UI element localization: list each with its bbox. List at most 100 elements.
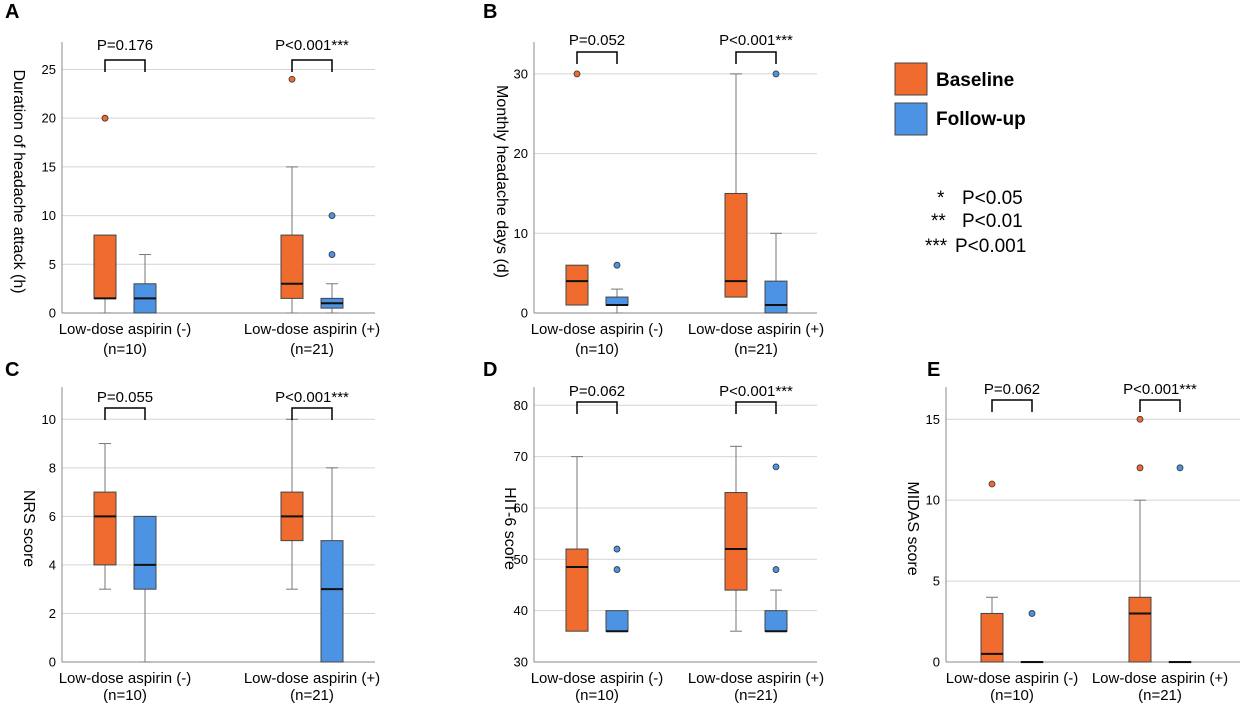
category-n-label: (n=10): [575, 341, 619, 358]
outlier-point: [328, 212, 336, 219]
outlier-point: [772, 463, 780, 471]
significance-bracket: [1139, 399, 1181, 412]
panel-letter-c: C: [5, 359, 19, 381]
panel-letter-b: B: [483, 1, 497, 23]
category-label: Low-dose aspirin (-): [531, 321, 664, 338]
category-label: Low-dose aspirin (+): [688, 321, 824, 338]
y-tick-label: 10: [42, 208, 56, 223]
sig-text-2: P<0.01: [962, 211, 1023, 232]
box-followup: [764, 463, 788, 633]
box-followup: [133, 254, 157, 314]
p-value-label: P<0.001***: [275, 389, 349, 406]
box-baseline: [93, 443, 117, 590]
panel-letter-d: D: [483, 359, 497, 381]
category-label: Low-dose aspirin (+): [688, 670, 824, 687]
sig-text-3: P<0.001: [955, 236, 1026, 257]
p-value-label: P<0.001***: [719, 32, 793, 49]
outlier-point: [772, 566, 780, 573]
box-baseline: [565, 70, 589, 306]
p-value-label: P=0.055: [97, 389, 153, 406]
y-tick-label: 0: [933, 655, 940, 670]
category-n-label: (n=21): [290, 687, 334, 704]
outlier-point: [1028, 610, 1036, 617]
y-tick-label: 20: [42, 111, 56, 126]
p-value-label: P=0.176: [97, 37, 153, 54]
box-followup: [320, 467, 344, 663]
significance-bracket: [576, 51, 618, 64]
significance-bracket: [991, 399, 1033, 412]
category-label: Low-dose aspirin (+): [1092, 670, 1228, 687]
outlier-point: [573, 70, 581, 78]
y-tick-label: 5: [49, 257, 56, 272]
box-iqr: [565, 548, 589, 632]
category-n-label: (n=21): [734, 687, 778, 704]
y-tick-label: 50: [514, 552, 528, 567]
y-tick-label: 15: [42, 159, 56, 174]
category-label: Low-dose aspirin (-): [59, 670, 192, 687]
y-tick-label: 15: [926, 412, 940, 427]
box-followup: [605, 261, 629, 314]
box-iqr: [724, 192, 748, 298]
box-baseline: [1128, 415, 1152, 663]
category-label: Low-dose aspirin (-): [531, 670, 664, 687]
y-tick-label: 80: [514, 398, 528, 413]
category-n-label: (n=10): [990, 687, 1034, 704]
y-tick-label: 60: [514, 500, 528, 515]
box-followup: [764, 70, 788, 314]
box-iqr: [605, 296, 629, 306]
box-iqr: [724, 492, 748, 591]
category-label: Low-dose aspirin (+): [244, 321, 380, 338]
p-value-label: P<0.001***: [719, 383, 793, 400]
y-tick-label: 70: [514, 449, 528, 464]
outlier-point: [1136, 415, 1144, 423]
significance-bracket: [291, 407, 333, 420]
box-iqr: [605, 610, 629, 632]
p-value-label: P<0.001***: [275, 37, 349, 54]
sig-stars-3: ***: [925, 236, 948, 257]
y-axis-label: NRS score: [20, 490, 37, 567]
outlier-point: [288, 75, 296, 83]
category-label: Low-dose aspirin (-): [59, 321, 192, 338]
y-axis-label: Duration of headache attack (h): [10, 69, 27, 293]
sig-stars-1: *: [937, 188, 945, 209]
box-baseline: [280, 418, 304, 590]
significance-bracket: [104, 407, 146, 420]
outlier-point: [613, 566, 621, 573]
box-followup: [320, 212, 344, 314]
box-followup: [1020, 610, 1044, 664]
category-label: Low-dose aspirin (+): [244, 670, 380, 687]
outlier-point: [328, 251, 336, 258]
y-tick-label: 30: [514, 66, 528, 81]
box-iqr: [93, 234, 117, 299]
category-n-label: (n=21): [290, 341, 334, 358]
box-baseline: [565, 456, 589, 632]
y-axis-label: MIDAS score: [904, 481, 921, 575]
p-value-label: P=0.062: [569, 383, 625, 400]
outlier-point: [988, 480, 996, 488]
y-tick-label: 0: [49, 655, 56, 670]
box-iqr: [1128, 596, 1152, 663]
legend-swatch-followup: [894, 102, 928, 136]
panel-d: D 30 40 50 60 70 80 HIT-6 score P=0.062 Low-dose …: [483, 359, 824, 704]
sig-stars-2: **: [931, 211, 946, 232]
box-followup: [605, 545, 629, 633]
category-n-label: (n=21): [734, 341, 778, 358]
significance-bracket: [735, 401, 777, 414]
p-value-label: P<0.001***: [1123, 381, 1197, 398]
y-tick-label: 4: [49, 557, 56, 572]
category-n-label: (n=21): [1138, 687, 1182, 704]
box-baseline: [980, 480, 1004, 663]
y-tick-label: 10: [42, 412, 56, 427]
y-tick-label: 40: [514, 603, 528, 618]
legend: Baseline Follow-up * P<0.05 ** P<0.01 **…: [894, 62, 1026, 257]
panel-letter-a: A: [5, 1, 19, 23]
box-baseline: [93, 114, 117, 314]
outlier-point: [101, 114, 109, 122]
box-iqr: [764, 610, 788, 632]
y-tick-label: 6: [49, 509, 56, 524]
box-iqr: [133, 515, 157, 590]
outlier-point: [1176, 464, 1184, 472]
box-baseline: [724, 73, 748, 298]
box-followup: [133, 515, 157, 663]
